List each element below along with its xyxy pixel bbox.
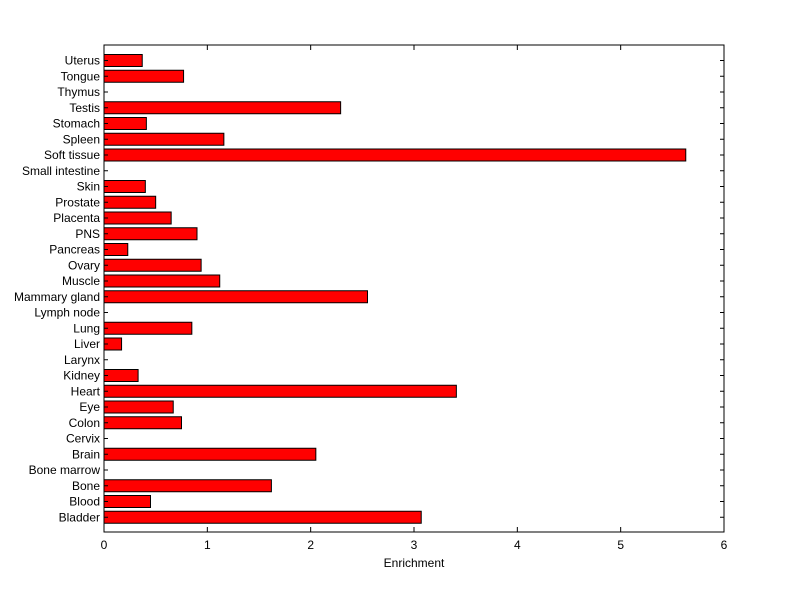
y-tick-label-mammary-gland: Mammary gland: [14, 290, 100, 304]
x-tick-label-4: 4: [514, 538, 521, 552]
x-tick-label-6: 6: [721, 538, 728, 552]
bar-tongue: [103, 69, 185, 83]
bar-heart: [103, 384, 457, 398]
y-tick-label-tongue: Tongue: [61, 69, 101, 83]
x-tick-label-3: 3: [411, 538, 418, 552]
y-tick-label-heart: Heart: [71, 384, 101, 398]
y-tick-label-blood: Blood: [69, 495, 100, 509]
bar-ovary: [103, 258, 202, 272]
bar-soft-tissue: [103, 148, 687, 162]
y-tick-label-soft-tissue: Soft tissue: [44, 148, 100, 162]
y-tick-label-placenta: Placenta: [53, 211, 100, 225]
y-tick-label-thymus: Thymus: [57, 85, 100, 99]
x-tick-label-1: 1: [204, 538, 211, 552]
bar-brain: [103, 447, 317, 461]
bar-skin: [103, 180, 146, 193]
y-tick-label-lymph-node: Lymph node: [34, 306, 100, 320]
bar-blood: [103, 495, 151, 508]
bar-colon: [103, 416, 182, 430]
x-axis-title: Enrichment: [384, 556, 445, 570]
bar-eye: [103, 400, 174, 414]
bar-stomach: [103, 117, 147, 130]
y-tick-label-bone: Bone: [72, 479, 100, 493]
y-tick-label-bone-marrow: Bone marrow: [29, 463, 101, 477]
bar-lung: [103, 321, 193, 335]
y-tick-label-larynx: Larynx: [64, 353, 100, 367]
y-tick-label-stomach: Stomach: [53, 117, 100, 131]
y-tick-label-pns: PNS: [75, 227, 100, 241]
y-tick-label-bladder: Bladder: [59, 510, 100, 524]
y-tick-label-small-intestine: Small intestine: [22, 164, 100, 178]
y-tick-label-eye: Eye: [79, 400, 100, 414]
y-tick-label-cervix: Cervix: [66, 432, 100, 446]
y-tick-label-ovary: Ovary: [68, 258, 100, 272]
y-tick-label-muscle: Muscle: [62, 274, 100, 288]
bar-bladder: [103, 510, 422, 524]
bar-muscle: [103, 274, 221, 288]
y-tick-label-liver: Liver: [74, 337, 100, 351]
y-tick-label-testis: Testis: [69, 101, 100, 115]
x-tick-label-2: 2: [307, 538, 314, 552]
y-tick-label-kidney: Kidney: [63, 369, 100, 383]
x-tick-label-5: 5: [617, 538, 624, 552]
bar-testis: [103, 101, 342, 115]
bar-placenta: [103, 211, 172, 225]
y-tick-label-lung: Lung: [73, 321, 100, 335]
y-tick-label-uterus: Uterus: [65, 54, 100, 68]
y-tick-label-pancreas: Pancreas: [49, 243, 100, 257]
y-tick-label-skin: Skin: [77, 180, 100, 194]
plot-frame: [103, 44, 725, 533]
bar-bone: [103, 479, 272, 493]
y-tick-label-colon: Colon: [69, 416, 100, 430]
bar-uterus: [103, 54, 143, 67]
y-tick-label-brain: Brain: [72, 447, 100, 461]
y-tick-label-spleen: Spleen: [63, 132, 100, 146]
bar-prostate: [103, 195, 157, 209]
bar-spleen: [103, 132, 225, 146]
y-tick-label-prostate: Prostate: [55, 195, 100, 209]
bar-mammary-gland: [103, 290, 368, 304]
x-tick-label-0: 0: [101, 538, 108, 552]
bar-pns: [103, 227, 198, 241]
bar-kidney: [103, 369, 139, 382]
